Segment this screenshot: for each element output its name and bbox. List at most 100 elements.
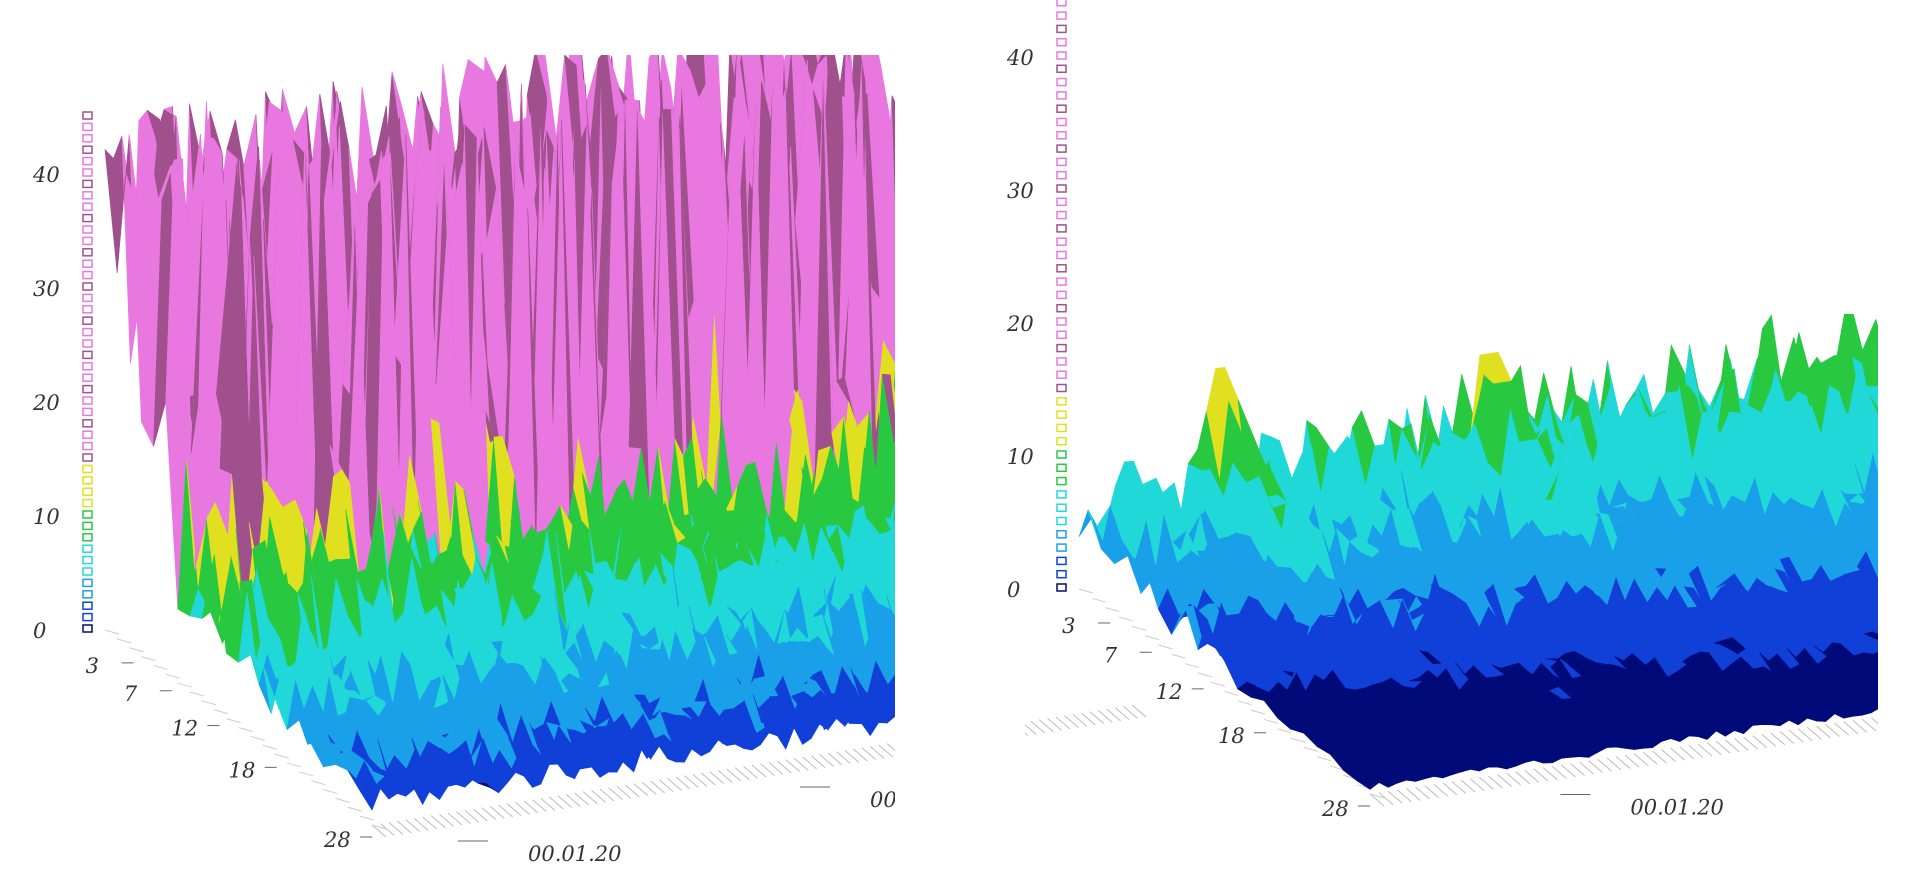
z-scale-mark — [1056, 24, 1067, 34]
surface-cell — [1016, 624, 1037, 668]
floor-hatch — [1106, 708, 1121, 722]
floor-hatch — [189, 691, 205, 697]
z-scale-mark — [82, 384, 93, 394]
surface-cell — [909, 342, 930, 438]
surface-cell — [978, 450, 999, 560]
floor-hatch — [1237, 700, 1252, 706]
surface-cell — [905, 545, 926, 618]
z-scale-mark — [1056, 543, 1067, 552]
surface-cell — [954, 433, 975, 521]
surface-cell — [933, 595, 954, 638]
floor-hatch — [1123, 705, 1138, 719]
surface-cell — [923, 508, 944, 568]
z-tick-label: 20 — [1006, 312, 1034, 336]
surface-cell — [1066, 657, 1087, 675]
floor-hatch — [177, 682, 192, 688]
surface-cell — [882, 373, 895, 446]
floor-hatch — [388, 821, 404, 835]
floor-hatch — [1542, 767, 1558, 780]
floor-hatch — [481, 807, 497, 821]
surface-cell — [885, 443, 895, 533]
floor-hatch — [311, 780, 326, 786]
surface-cell — [952, 538, 973, 595]
surface-cell — [1871, 531, 1878, 551]
floor-hatch — [616, 785, 632, 799]
surface-cell — [1086, 675, 1107, 690]
floor-hatch — [405, 819, 421, 833]
surface-cell — [990, 667, 1011, 694]
surface-cell — [934, 571, 955, 625]
z-scale-mark — [82, 168, 93, 177]
surface-cell — [931, 521, 952, 589]
floor-hatch — [1479, 776, 1494, 790]
floor-hatch — [299, 771, 314, 777]
surface-cell — [1876, 670, 1878, 672]
floor-hatch — [591, 789, 606, 803]
surface-cell — [1872, 630, 1878, 635]
surface-cell — [952, 659, 973, 684]
surface-cell — [983, 596, 1004, 621]
floor-hatch — [1688, 745, 1704, 758]
z-scale-mark — [82, 624, 93, 633]
surface-cell — [929, 581, 950, 628]
surface-cell — [890, 374, 895, 415]
surface-cell — [1860, 395, 1878, 453]
surface-cell — [927, 663, 948, 678]
surface-cell — [1872, 651, 1878, 660]
surface-cell — [941, 595, 962, 638]
floor-hatch — [1852, 720, 1868, 733]
surface-cell — [959, 573, 980, 619]
floor-hatch — [1734, 738, 1749, 751]
z-scale-mark — [82, 134, 93, 143]
surface-cell — [1029, 602, 1050, 627]
surface-cell — [901, 655, 922, 696]
floor-hatch — [1397, 789, 1412, 803]
z-scale-mark — [82, 533, 93, 542]
surface-cell — [1030, 565, 1051, 606]
z-scale-mark — [82, 236, 93, 246]
floor-hatch — [498, 804, 513, 818]
z-axis-scale — [1056, 0, 1067, 592]
floor-hatch — [743, 765, 758, 779]
floor-hatch — [1171, 653, 1186, 659]
z-scale-mark — [1056, 303, 1067, 313]
clip-mask — [895, 700, 1025, 884]
z-tick-label: 10 — [1007, 445, 1034, 469]
surface-cell — [1052, 667, 1073, 686]
surface-cell — [947, 673, 968, 685]
surface-cell — [925, 595, 946, 618]
floor-hatch — [1843, 721, 1859, 735]
surface-cell — [969, 470, 990, 542]
surface-cell — [1871, 493, 1878, 509]
surface-cell — [893, 660, 895, 668]
z-scale-mark — [1056, 104, 1067, 113]
z-scale-mark — [1056, 210, 1067, 220]
floor-hatch — [1387, 790, 1403, 804]
surface-cell — [985, 522, 1006, 570]
y-tick-label: 28 — [1321, 797, 1349, 821]
floor-hatch — [1488, 775, 1503, 789]
z-scale-mark — [1056, 383, 1067, 393]
floor-hatch — [861, 747, 877, 761]
surface-cell — [923, 633, 944, 676]
surface-cell — [979, 573, 1000, 601]
z-tick-label: 10 — [33, 505, 60, 529]
floor-hatch — [1378, 792, 1394, 805]
floor-hatch — [1506, 772, 1521, 786]
floor-hatch — [549, 796, 564, 810]
surface-cell — [1875, 694, 1878, 698]
x-tick-label: 00.01.20 — [1630, 796, 1724, 820]
surface-cell — [1028, 645, 1049, 670]
surface-cell — [965, 500, 986, 570]
surface-cell — [909, 562, 930, 602]
floor-hatch — [777, 760, 792, 774]
surface-cell — [1007, 625, 1028, 668]
floor-hatch — [347, 806, 362, 812]
surface-cell — [912, 340, 933, 488]
floor-hatch — [456, 811, 471, 825]
surface-cell — [891, 711, 895, 717]
z-scale-mark — [82, 156, 93, 166]
z-scale-mark — [1056, 410, 1067, 419]
floor-hatch — [1089, 711, 1105, 725]
